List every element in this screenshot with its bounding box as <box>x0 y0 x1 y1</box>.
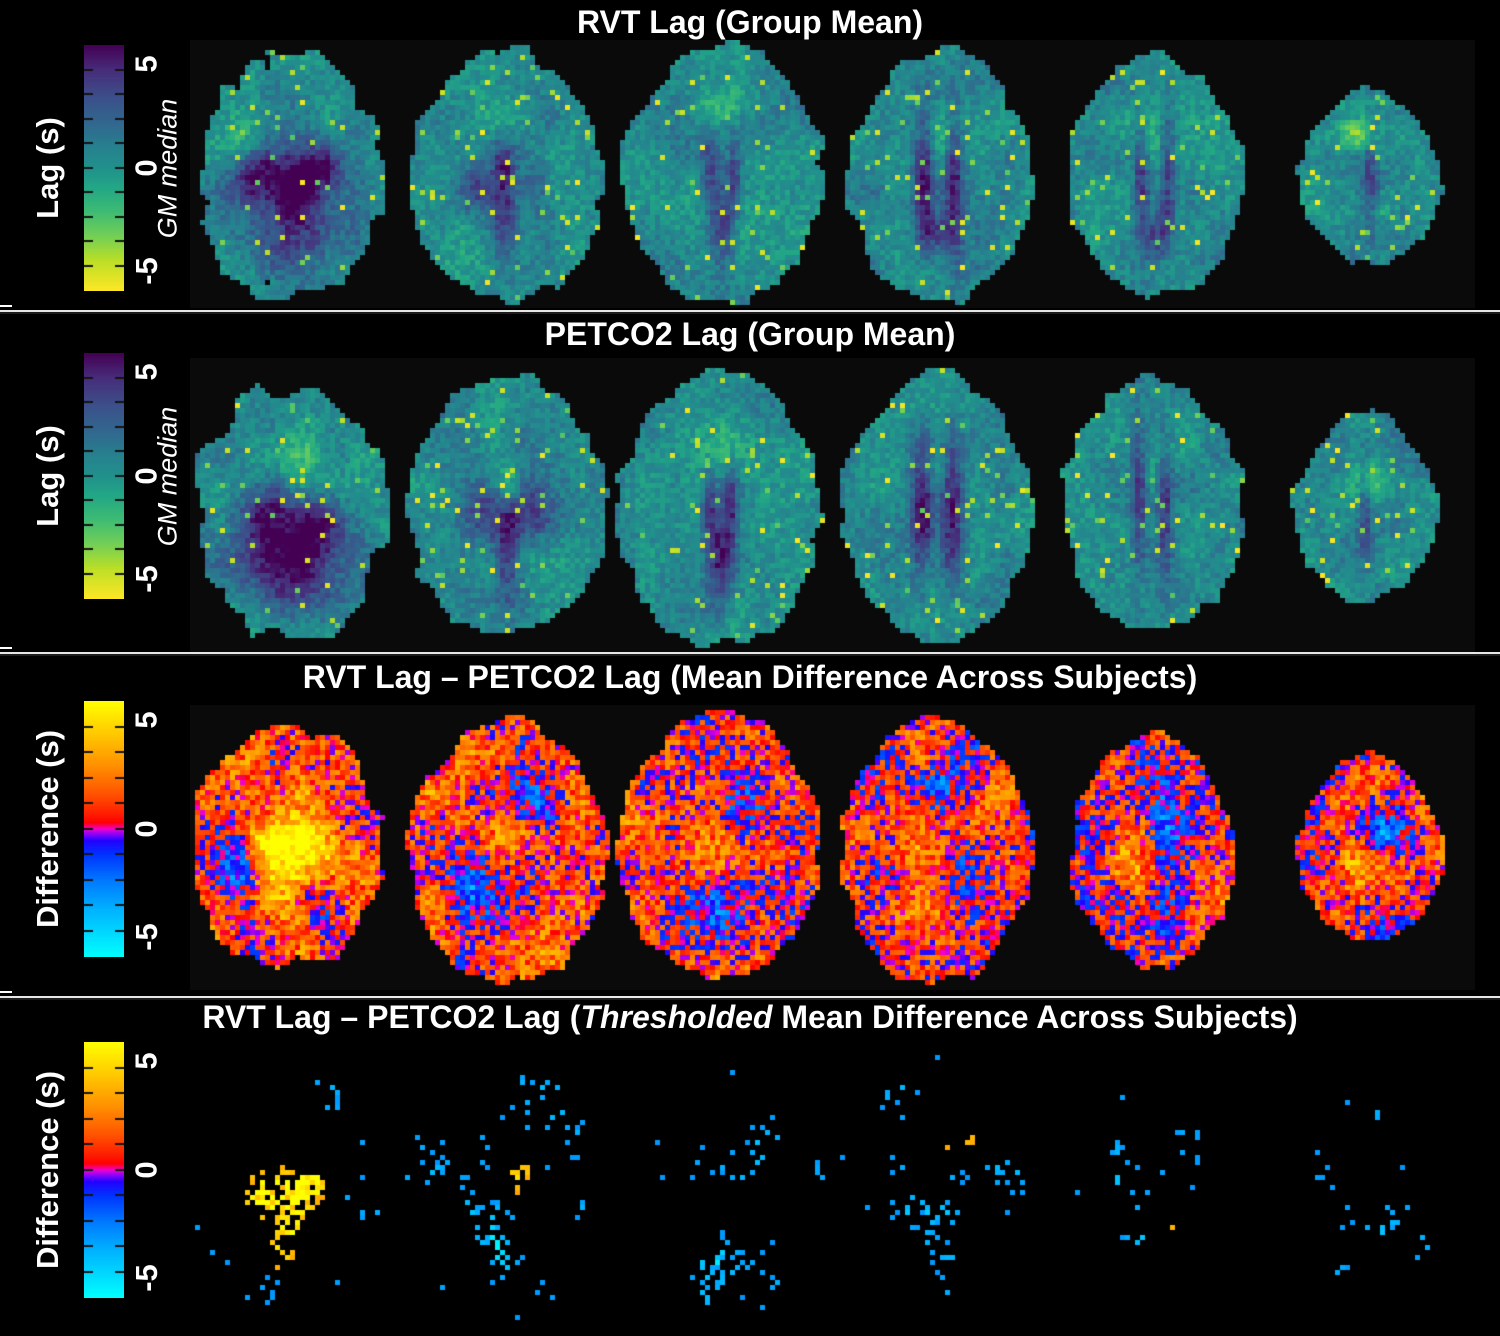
panel-title-text: PETCO2 Lag (Group Mean) <box>544 316 956 352</box>
colorbar-gradient <box>84 701 124 957</box>
colorbar-axis-label: Difference (s) <box>30 1070 66 1270</box>
colorbar-tick-mid: 0 <box>129 820 164 838</box>
separator-edge-artifact <box>0 991 12 993</box>
brain-montage-petco2-lag <box>190 358 1475 652</box>
panel-title-italic: Thresholded <box>580 999 773 1035</box>
gm-median-annotation-wrap: GM median <box>148 366 188 586</box>
brain-montage-mean-difference <box>190 705 1475 990</box>
colorbar-tick-top-wrap: 5 <box>124 699 170 741</box>
colorbar-tick-top: 5 <box>129 1052 164 1070</box>
colorbar-tick-bottom: -5 <box>128 1264 164 1292</box>
panel-title: RVT Lag (Group Mean) <box>0 4 1500 41</box>
panel-title: PETCO2 Lag (Group Mean) <box>0 316 1500 353</box>
panel-title-text: RVT Lag – PETCO2 Lag ( <box>202 999 581 1035</box>
panel-title-post: Mean Difference Across Subjects) <box>772 999 1298 1035</box>
colorbar-tick-bottom-wrap: -5 <box>124 911 170 963</box>
gm-median-annotation: GM median <box>152 406 183 546</box>
colorbar-axis-label: Lag (s) <box>30 425 65 527</box>
colorbar-tick-mid-wrap: 0 <box>124 808 170 850</box>
row-separator <box>0 996 1500 998</box>
colorbar-axis-label-wrap: Difference (s) <box>24 1042 72 1298</box>
colorbar-gradient <box>84 45 124 291</box>
colorbar-gradient <box>84 353 124 599</box>
panel-rvt-lag: RVT Lag (Group Mean) Lag (s) 5 0 -5 GM m… <box>0 0 1500 312</box>
separator-edge-artifact <box>0 647 12 649</box>
colorbar-axis-label-wrap: Difference (s) <box>24 701 72 957</box>
colorbar-gradient <box>84 1042 124 1298</box>
panel-thresholded-difference: RVT Lag – PETCO2 Lag (Thresholded Mean D… <box>0 995 1500 1336</box>
gm-median-annotation-wrap: GM median <box>148 58 188 278</box>
separator-edge-artifact <box>0 305 12 307</box>
colorbar-axis-label-wrap: Lag (s) <box>24 45 72 291</box>
panel-mean-difference: RVT Lag – PETCO2 Lag (Mean Difference Ac… <box>0 655 1500 995</box>
brain-montage-thresholded-difference <box>190 1045 1475 1333</box>
panel-title-text: RVT Lag (Group Mean) <box>576 4 924 40</box>
colorbar-axis-label: Lag (s) <box>30 117 65 219</box>
colorbar-tick-top: 5 <box>129 711 164 729</box>
colorbar-axis-label-wrap: Lag (s) <box>24 353 72 599</box>
colorbar-tick-mid-wrap: 0 <box>124 1149 170 1191</box>
colorbar-tick-bottom-wrap: -5 <box>124 1252 170 1304</box>
colorbar-tick-mid: 0 <box>129 1161 164 1179</box>
colorbar-tick-top-wrap: 5 <box>124 1040 170 1082</box>
row-separator <box>0 652 1500 654</box>
brain-montage-rvt-lag <box>190 40 1475 308</box>
colorbar-tick-bottom: -5 <box>128 923 164 951</box>
gm-median-annotation: GM median <box>152 98 183 238</box>
colorbar-axis-label: Difference (s) <box>30 729 66 929</box>
panel-title: RVT Lag – PETCO2 Lag (Mean Difference Ac… <box>0 659 1500 696</box>
panel-title: RVT Lag – PETCO2 Lag (Thresholded Mean D… <box>0 999 1500 1036</box>
row-separator <box>0 310 1500 312</box>
panel-title-text: RVT Lag – PETCO2 Lag (Mean Difference Ac… <box>302 659 1198 695</box>
panel-petco2-lag: PETCO2 Lag (Group Mean) Lag (s) 5 0 -5 G… <box>0 312 1500 655</box>
